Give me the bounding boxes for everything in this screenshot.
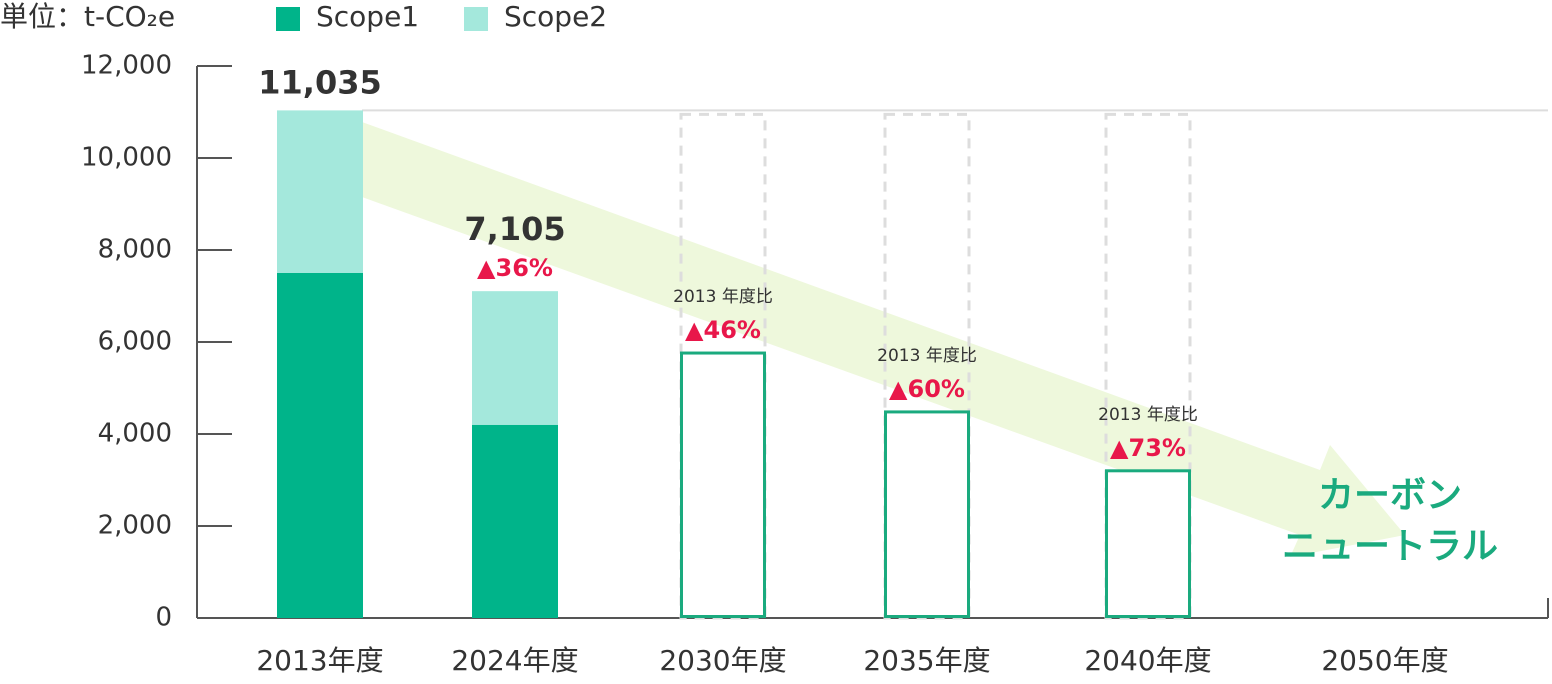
goal-label: カーボン	[1318, 475, 1462, 516]
total-label: 7,105	[464, 210, 565, 248]
bar-segment	[277, 110, 363, 273]
baseline-note: 2013 年度比	[1098, 405, 1198, 425]
unit-label: 単位：t-CO₂e	[0, 0, 175, 33]
reduction-label: ▲60%	[889, 375, 965, 403]
x-tick-label: 2035年度	[863, 644, 990, 677]
total-label: 11,035	[258, 63, 381, 101]
x-tick-label: 2040年度	[1084, 644, 1211, 677]
y-tick-label: 6,000	[98, 327, 172, 357]
y-tick-label: 10,000	[81, 143, 172, 173]
x-tick-label: 2024年度	[451, 644, 578, 677]
reduction-label: ▲46%	[685, 316, 761, 344]
reduction-label: ▲36%	[477, 254, 553, 282]
target-bar	[680, 351, 766, 618]
y-tick-label: 12,000	[81, 51, 172, 81]
bar-segment	[472, 424, 558, 618]
reference-outline	[1104, 112, 1192, 620]
bar-segment	[277, 273, 363, 618]
legend-label: Scope2	[504, 0, 607, 33]
legend-swatch	[464, 7, 488, 31]
x-tick-label: 2030年度	[659, 644, 786, 677]
baseline-note: 2013 年度比	[673, 287, 773, 307]
legend-label: Scope1	[316, 0, 419, 33]
goal-label: ニュートラル	[1282, 526, 1498, 567]
y-tick-label: 8,000	[98, 235, 172, 265]
reduction-label: ▲73%	[1110, 434, 1186, 462]
x-tick-label: 2013年度	[256, 644, 383, 677]
target-bar	[884, 410, 970, 619]
y-tick-label: 0	[155, 603, 172, 633]
y-tick-label: 4,000	[98, 419, 172, 449]
x-tick-label: 2050年度	[1321, 644, 1448, 677]
reference-outline	[883, 112, 971, 620]
y-tick-label: 2,000	[98, 511, 172, 541]
target-bar	[1105, 469, 1191, 618]
baseline-note: 2013 年度比	[877, 346, 977, 366]
bar-segment	[472, 291, 558, 425]
legend-swatch	[276, 7, 300, 31]
trend-arrow	[362, 122, 1405, 557]
